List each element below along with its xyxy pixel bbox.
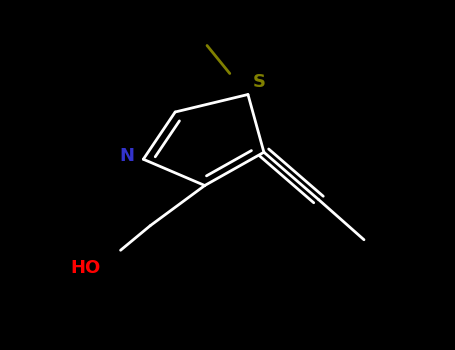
Text: S: S <box>253 73 266 91</box>
Text: HO: HO <box>71 259 101 277</box>
Text: N: N <box>119 147 134 165</box>
